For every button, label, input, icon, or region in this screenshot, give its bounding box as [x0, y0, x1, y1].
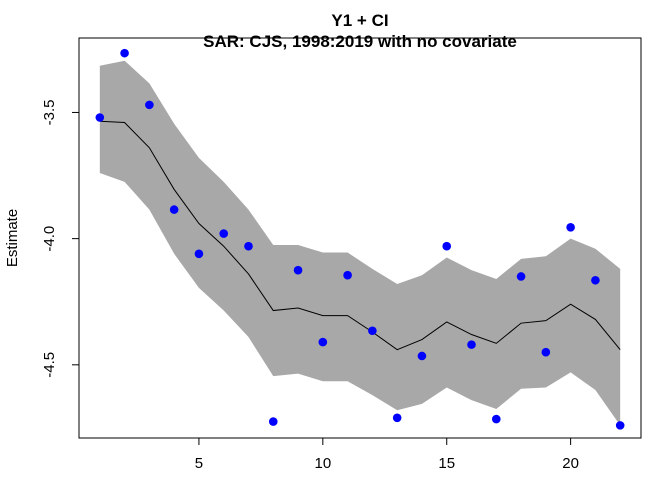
x-tick-label: 20: [562, 455, 579, 472]
data-point: [145, 100, 154, 110]
ci-band-layer: [99, 60, 621, 426]
data-point: [392, 413, 402, 423]
chart-subtitle: SAR: CJS, 1998:2019 with no covariate: [203, 32, 517, 51]
data-point: [318, 337, 328, 347]
data-point: [194, 249, 204, 259]
data-point: [541, 347, 551, 357]
data-point: [120, 48, 129, 58]
data-point: [268, 417, 278, 426]
x-tick-label: 15: [438, 455, 455, 472]
x-tick-label: 10: [314, 455, 331, 472]
chart-title: Y1 + CI: [331, 11, 388, 30]
observed-points-layer: [95, 48, 625, 430]
data-point: [169, 205, 179, 214]
estimate-line: [99, 120, 621, 351]
axes: 5 10 15 20 -3.5 -4.0 -4.5: [41, 100, 579, 472]
y-tick-label: -4.0: [41, 226, 58, 252]
data-point: [95, 113, 105, 122]
data-point: [566, 222, 575, 232]
data-point: [219, 229, 229, 238]
data-point: [244, 241, 253, 251]
estimate-line-layer: [99, 120, 621, 351]
y-tick-label: -3.5: [41, 100, 58, 126]
data-point: [516, 272, 526, 281]
data-point: [417, 351, 427, 361]
ci-band: [99, 60, 621, 426]
data-point: [343, 270, 352, 280]
x-tick-label: 5: [195, 455, 203, 472]
y-axis-label: Estimate: [4, 209, 21, 267]
data-point: [368, 326, 377, 336]
data-point: [591, 275, 600, 285]
y-tick-label: -4.5: [41, 352, 58, 378]
data-point: [615, 421, 625, 430]
data-point: [491, 414, 501, 424]
data-point: [293, 265, 303, 275]
data-point: [442, 241, 452, 251]
data-point: [467, 340, 476, 349]
